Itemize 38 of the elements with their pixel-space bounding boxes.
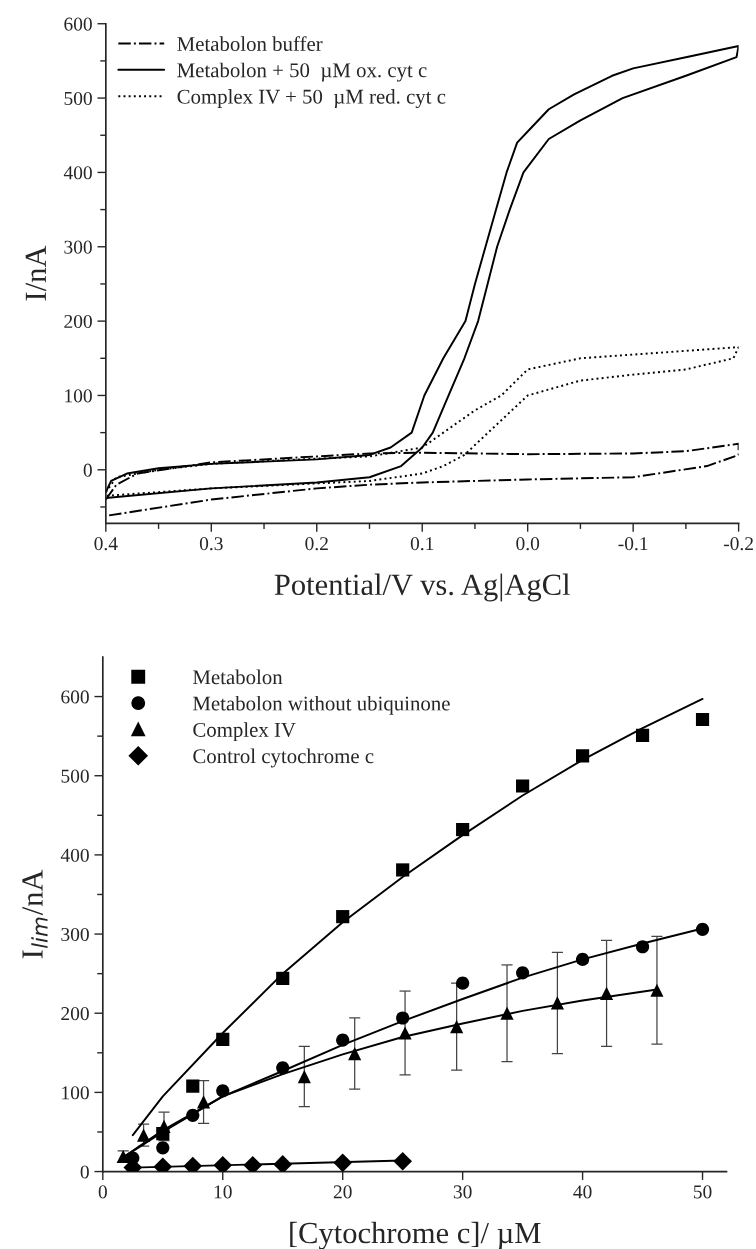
y-tick-label: 600 — [61, 690, 89, 704]
x-axis-title: [Cytochrome c]/ µM — [290, 1221, 541, 1249]
x-tick-label: 0.1 — [410, 537, 434, 551]
legend-label: Complex IV — [193, 722, 296, 742]
y-tick-label: 200 — [61, 1007, 89, 1021]
legend-label: Control cytochrome c — [193, 748, 374, 768]
y-tick-label: 200 — [64, 314, 92, 329]
legend-label: Metabolon — [193, 669, 283, 685]
x-tick-label: 20 — [333, 1185, 352, 1199]
y-tick-label: 400 — [60, 848, 89, 862]
legend-label: Metabolon without ubiquinone — [193, 695, 450, 715]
y-tick-label: 300 — [61, 927, 89, 941]
x-tick-label: 50 — [693, 1185, 712, 1199]
y-axis-title: I$_{lim}$/nA — [22, 869, 48, 959]
x-tick-label: 0.2 — [305, 537, 328, 551]
legend-label: Metabolon buffer — [177, 36, 323, 52]
x-tick-label: 10 — [214, 1185, 232, 1199]
legend-label: Complex IV + 50 µM red. cyt c — [177, 89, 446, 108]
y-tick-label: 300 — [64, 240, 92, 254]
x-tick-label: 0 — [98, 1185, 107, 1199]
x-tick-label: 40 — [573, 1185, 592, 1199]
x-tick-label: -0.2 — [723, 537, 753, 551]
y-tick-label: 500 — [64, 91, 92, 106]
y-tick-label: 600 — [64, 17, 92, 31]
legend-label: Metabolon + 50 µM ox. cyt c — [177, 62, 427, 82]
y-tick-label: 500 — [61, 769, 89, 783]
x-tick-label: 30 — [453, 1185, 472, 1199]
y-tick-label: 400 — [63, 166, 92, 180]
x-tick-label: -0.1 — [618, 537, 648, 551]
y-tick-label: 0 — [80, 1165, 89, 1179]
x-tick-label: 0.0 — [516, 537, 540, 551]
x-axis-title: Potential/V vs. Ag|AgCl — [274, 573, 570, 602]
y-tick-label: 100 — [62, 1086, 89, 1100]
y-tick-label: 100 — [65, 389, 92, 403]
x-tick-label: 0.4 — [94, 537, 118, 551]
y-axis-title: I/nA — [25, 245, 47, 301]
x-tick-label: 0.3 — [199, 537, 223, 551]
y-tick-label: 0 — [83, 463, 92, 477]
